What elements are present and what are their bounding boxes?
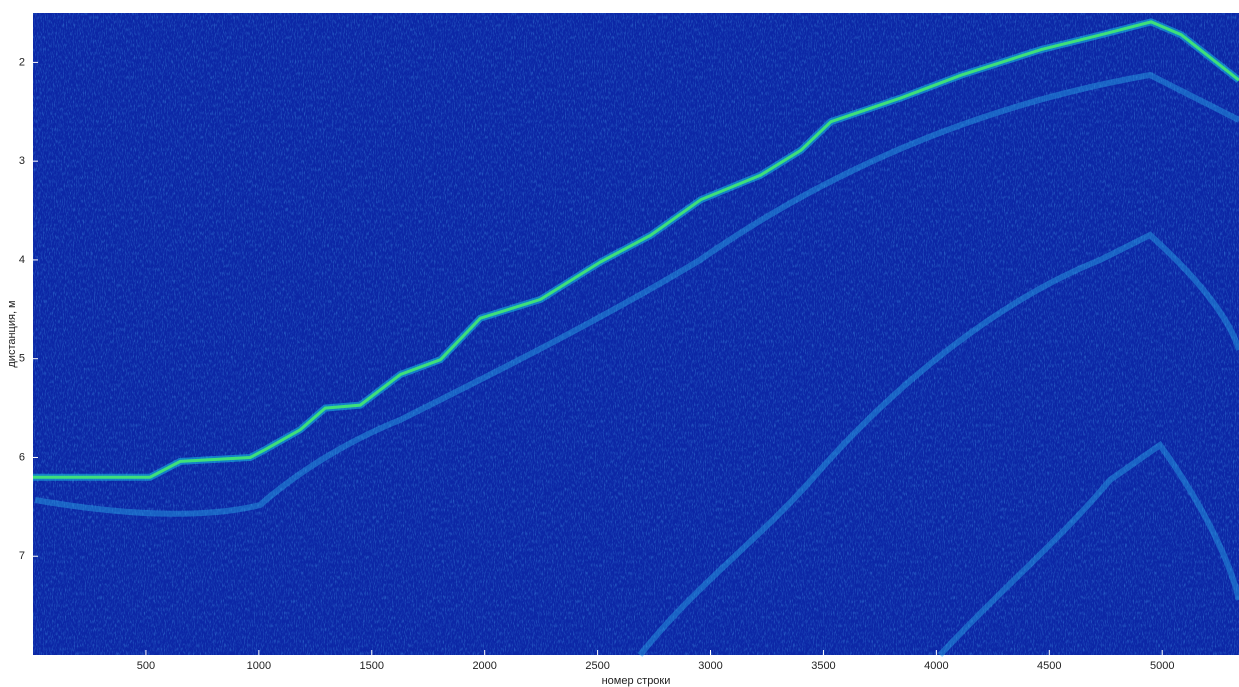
x-tick-label: 2000 [472,660,496,672]
image-texture [33,13,1239,655]
reflection [637,231,1239,657]
y-tick-label: 6 [19,451,25,463]
plot-area [33,13,1239,658]
x-tick-label: 4500 [1037,660,1061,672]
y-tick-label: 5 [19,353,25,365]
y-tick-label: 2 [19,56,25,68]
x-tick-label: 2500 [585,660,609,672]
x-tick-label: 1000 [247,660,271,672]
y-tick-label: 3 [19,155,25,167]
reflector-line [33,20,1239,479]
x-tick-label: 3500 [811,660,835,672]
y-tick-label: 4 [19,254,25,266]
y-tick-label: 7 [19,550,25,562]
x-tick-label: 3000 [698,660,722,672]
x-tick-label: 4000 [924,660,948,672]
x-axis-label: номер строки [602,675,671,687]
x-tick-label: 1500 [360,660,384,672]
x-tick-label: 5000 [1150,660,1174,672]
x-tick-label: 500 [137,660,155,672]
reflection [34,71,1239,517]
reflection [937,440,1239,658]
y-axis-label: дистанция, м [6,300,18,367]
